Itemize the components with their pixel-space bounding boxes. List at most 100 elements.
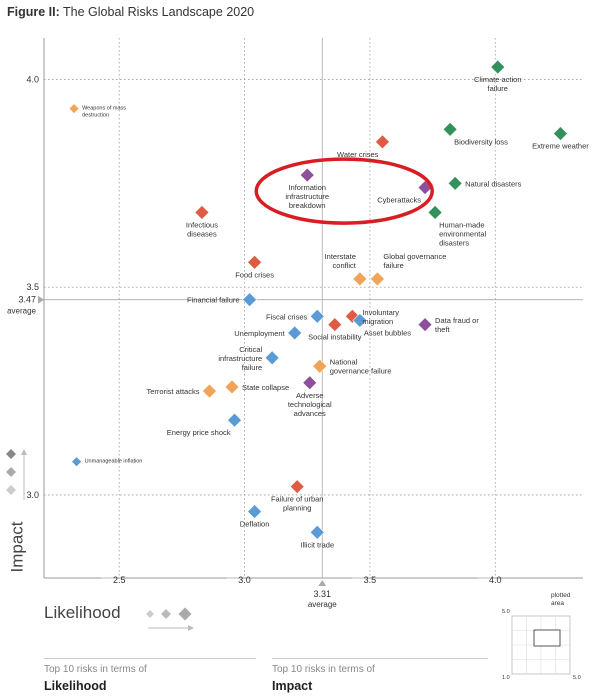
- y-axis-title: Impact: [7, 521, 27, 573]
- x-tick-label: 3.5: [364, 575, 377, 585]
- risk-label: State collapse: [242, 383, 289, 392]
- risk-point: [312, 358, 328, 374]
- x-tick-label: 2.5: [113, 575, 126, 585]
- risk-point: [247, 254, 263, 270]
- risk-point: [417, 317, 433, 333]
- risk-point: [289, 479, 305, 495]
- risk-label: Cyberattacks: [377, 196, 421, 205]
- inset-x-left-label: 1.0: [502, 675, 510, 681]
- risk-label: Illicit trade: [300, 540, 334, 549]
- risk-point: [447, 175, 463, 191]
- risk-label: Terrorist attacks: [147, 387, 200, 396]
- footer-likelihood-caption: Top 10 risks in terms of: [44, 664, 147, 675]
- risk-label: Infectious diseases: [186, 220, 218, 238]
- risk-point: [370, 271, 385, 287]
- risk-label: Climate action failure: [474, 75, 522, 93]
- risk-point: [299, 167, 315, 183]
- inset-y-top-label: 5.0: [502, 609, 510, 615]
- risk-point: [427, 205, 443, 220]
- risk-label: Social instability: [308, 333, 362, 342]
- risk-label: Asset bubbles: [364, 328, 411, 337]
- risk-point: [309, 524, 325, 540]
- inset-x-right-label: 5.0: [573, 675, 581, 681]
- figure-title: Figure II: The Global Risks Landscape 20…: [7, 5, 255, 19]
- y-average-label: average: [7, 307, 36, 316]
- risk-point: [344, 308, 360, 324]
- risk-label: Adverse technological advances: [288, 391, 332, 418]
- x-average-label: average: [308, 600, 337, 609]
- y-tick-label: 3.0: [26, 490, 39, 500]
- risk-point: [302, 375, 318, 391]
- plotted-area-label: plotted area: [551, 592, 571, 607]
- risk-label: Involuntary migration: [362, 308, 399, 326]
- legend-decorations: plotted area 5.0 1.0 5.0: [6, 449, 581, 681]
- risk-label: Natural disasters: [465, 179, 522, 188]
- risk-point: [352, 313, 368, 328]
- risk-point: [242, 292, 257, 308]
- risk-label: Information infrastructure breakdown: [285, 183, 329, 210]
- likelihood-legend-arrowhead: [188, 625, 194, 631]
- risk-label: Data fraud or theft: [435, 316, 479, 334]
- risk-label: Fiscal crises: [266, 312, 308, 321]
- risk-label: Energy price shock: [167, 428, 231, 437]
- x-average-marker: [318, 580, 327, 586]
- risk-label: Global governance failure: [383, 252, 446, 270]
- risk-point: [375, 134, 390, 150]
- risk-point: [309, 308, 325, 324]
- risk-label: Financial failure: [187, 296, 240, 305]
- risk-label: Unmanageable inflation: [85, 459, 143, 465]
- risk-label: Unemployment: [234, 329, 285, 338]
- grid-lines: [43, 38, 583, 579]
- risk-point: [553, 126, 568, 141]
- likelihood-legend-diamond: [178, 607, 192, 621]
- x-average-value: 3.31: [314, 589, 332, 599]
- inset-plotted-box: [533, 629, 561, 647]
- risk-label: Biodiversity loss: [454, 137, 508, 146]
- x-tick-label: 4.0: [489, 575, 502, 585]
- risk-point: [224, 379, 240, 395]
- risk-label: Weapons of mass destruction: [82, 106, 126, 119]
- risk-point: [352, 271, 368, 287]
- footer-impact-title: Impact: [272, 679, 313, 693]
- risk-label: National governance failure: [330, 358, 392, 376]
- footer-rule-likelihood: [44, 658, 256, 659]
- y-tick-label: 3.5: [26, 282, 39, 292]
- risk-point: [442, 121, 458, 137]
- risk-point: [264, 350, 280, 366]
- impact-legend-arrowhead: [21, 449, 27, 455]
- risk-label: Critical infrastructure failure: [218, 345, 262, 372]
- footer-rule-impact: [272, 658, 488, 659]
- point-labels: Weapons of mass destruction Climate action…: [82, 75, 589, 549]
- risk-point: [194, 205, 210, 220]
- risk-point: [202, 383, 217, 399]
- footer-impact-caption: Top 10 risks in terms of: [272, 664, 375, 675]
- impact-legend-diamond: [6, 449, 16, 459]
- risk-label: Deflation: [240, 520, 270, 529]
- axis-ticks: 2.5 3.0 3.5 4.0 3.0 3.5 4.0: [26, 75, 501, 585]
- risk-point: [287, 325, 303, 341]
- highlight-ellipse: [254, 157, 434, 225]
- risk-label: Interstate conflict: [325, 252, 357, 270]
- risk-point: [71, 456, 83, 468]
- risk-label: Food crises: [235, 270, 274, 279]
- highlight-ellipse-shape: [254, 157, 434, 225]
- risk-label: Water crises: [337, 150, 379, 159]
- likelihood-legend-diamond: [161, 609, 171, 619]
- y-average-value: 3.47: [18, 295, 36, 305]
- x-axis-title: Likelihood: [44, 603, 121, 622]
- y-tick-label: 4.0: [26, 75, 39, 85]
- impact-legend-diamond: [6, 485, 16, 495]
- risk-label: Human-made environmental disasters: [439, 220, 486, 247]
- data-points: [68, 59, 568, 540]
- impact-legend-diamond: [6, 467, 16, 477]
- risk-point: [327, 317, 343, 333]
- risk-point: [490, 59, 506, 75]
- risk-point: [247, 504, 263, 519]
- risk-label: Extreme weather: [532, 142, 589, 151]
- risk-label: Failure of urban planning: [271, 495, 324, 513]
- risk-point: [68, 103, 80, 115]
- y-average-marker: [38, 295, 44, 304]
- x-tick-label: 3.0: [238, 575, 251, 585]
